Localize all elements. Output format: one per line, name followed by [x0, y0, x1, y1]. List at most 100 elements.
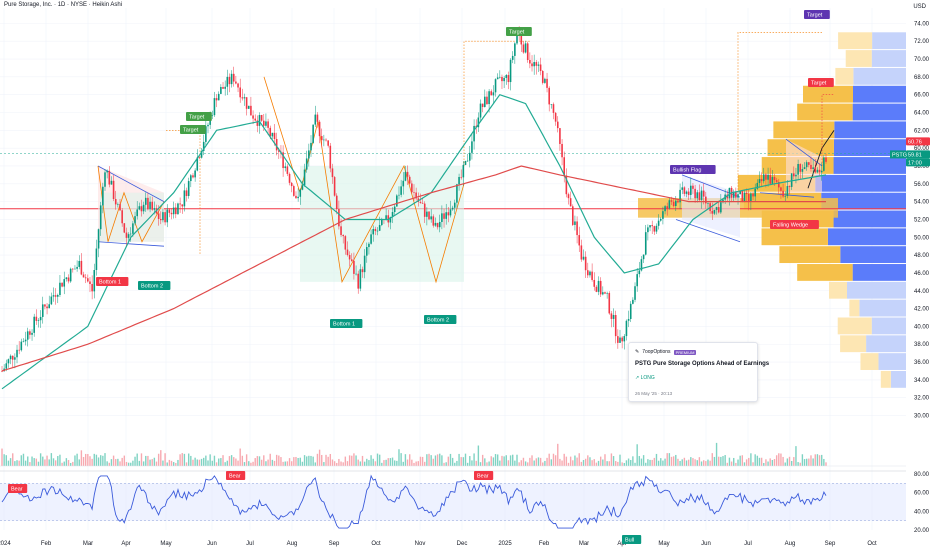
candle-body: [97, 229, 100, 249]
label-bear-2-bg: [226, 471, 246, 480]
time-axis[interactable]: 2024 Feb Mar Apr May Jun Jul Aug Sep Oct Nov Dec 202…: [0, 541, 877, 547]
candle-body: [295, 195, 297, 199]
price-tick-label: 68.00: [914, 75, 930, 81]
candle-body: [507, 75, 510, 83]
volume-bar: [782, 456, 784, 466]
candle-body: [434, 222, 437, 226]
candle-body: [84, 277, 87, 279]
candle-body: [22, 341, 25, 342]
candle-body: [237, 83, 239, 88]
volume-bar: [142, 461, 145, 466]
candle-body: [239, 87, 241, 98]
candle-body: [548, 87, 550, 105]
volume-bar: [65, 458, 68, 466]
candle-body: [428, 211, 430, 220]
volume-bar: [516, 454, 518, 466]
volume-bar: [428, 453, 430, 466]
candle-body: [565, 175, 568, 195]
candle-body: [511, 55, 514, 60]
volume-bar: [357, 459, 359, 466]
volume-bar: [561, 460, 563, 466]
profile-bar-buy: [815, 174, 906, 192]
volume-bar: [636, 444, 638, 466]
candle-body: [777, 182, 780, 188]
candle-body: [301, 185, 304, 190]
volume-bar: [587, 455, 589, 466]
volume-bar: [252, 461, 254, 466]
volume-bar: [683, 457, 686, 466]
profile-bar-sell: [845, 50, 872, 67]
candle-body: [381, 219, 383, 226]
volume-bar: [33, 458, 35, 466]
time-label: May: [160, 541, 171, 547]
volume-bar: [321, 454, 323, 466]
idea-card[interactable]: ✎ 7oopOptions PREMIUM PSTG Pure Storage …: [628, 342, 769, 402]
volume-bar: [241, 455, 244, 466]
volume-bar: [563, 453, 565, 466]
candle-body: [670, 200, 673, 202]
candle-body: [825, 157, 827, 162]
candle-body: [106, 170, 108, 173]
candle-body: [481, 103, 484, 107]
candle-body: [619, 337, 621, 343]
volume-bar: [67, 460, 70, 466]
candle-body: [674, 200, 677, 207]
volume-bar: [389, 458, 392, 466]
candle-body: [217, 93, 220, 101]
candle-body: [215, 98, 218, 101]
candle-body: [604, 292, 606, 294]
volume-bar: [647, 459, 649, 466]
volume-bar: [709, 460, 711, 466]
profile-bar-buy: [852, 264, 906, 281]
volume-bar: [670, 456, 673, 466]
candle-body: [228, 76, 231, 85]
volume-bar: [378, 454, 381, 466]
candle-body: [610, 313, 613, 319]
label-bull-bg: [622, 535, 642, 544]
volume-bar: [524, 461, 527, 466]
candle-body: [477, 117, 480, 128]
volume-bars: [0, 442, 906, 472]
candle-body: [737, 194, 739, 198]
countdown-tag-bg: [906, 158, 930, 167]
idea-author[interactable]: 7oopOptions: [642, 349, 671, 355]
candle-body: [162, 212, 164, 221]
volume-bar: [808, 458, 810, 466]
volume-bar: [286, 461, 289, 466]
candle-body: [5, 363, 8, 369]
volume-bar: [496, 454, 499, 466]
volume-bar: [233, 457, 235, 466]
price-tick-label: 62.00: [914, 128, 930, 134]
candle-body: [305, 158, 308, 170]
zigzag-1: [97, 165, 165, 243]
candle-body: [275, 139, 278, 151]
volume-bar: [464, 453, 467, 466]
price-axis[interactable]: 74.00 72.00 70.00 68.00 66.00 64.00 62.00 60.00…: [890, 21, 930, 534]
volume-bar: [46, 455, 48, 466]
volume-bar: [175, 462, 177, 466]
label-bottom1-b: Bottom 1: [333, 322, 355, 328]
candle-body: [396, 195, 398, 207]
idea-title[interactable]: PSTG Pure Storage Options Ahead of Earni…: [635, 361, 770, 367]
profile-bar-buy: [833, 210, 906, 228]
candle-body: [567, 194, 570, 199]
volume-bar: [454, 462, 456, 466]
candle-body: [747, 193, 750, 202]
idea-direction: ↗ LONG: [635, 375, 655, 381]
candle-body: [359, 269, 362, 289]
candle-body: [33, 316, 35, 333]
volume-bar: [651, 459, 653, 466]
candle-body: [325, 139, 327, 141]
volume-bar: [593, 459, 595, 466]
candle-body: [524, 43, 527, 53]
candle-body: [614, 315, 617, 337]
candle-body: [812, 167, 814, 170]
price-tick-label: 58.00: [914, 164, 930, 170]
candle-body: [117, 204, 119, 205]
volume-bar: [185, 462, 188, 466]
volume-bar: [557, 443, 559, 466]
volume-bar: [376, 453, 379, 466]
candle-body: [509, 59, 512, 83]
candle-body: [185, 190, 188, 197]
